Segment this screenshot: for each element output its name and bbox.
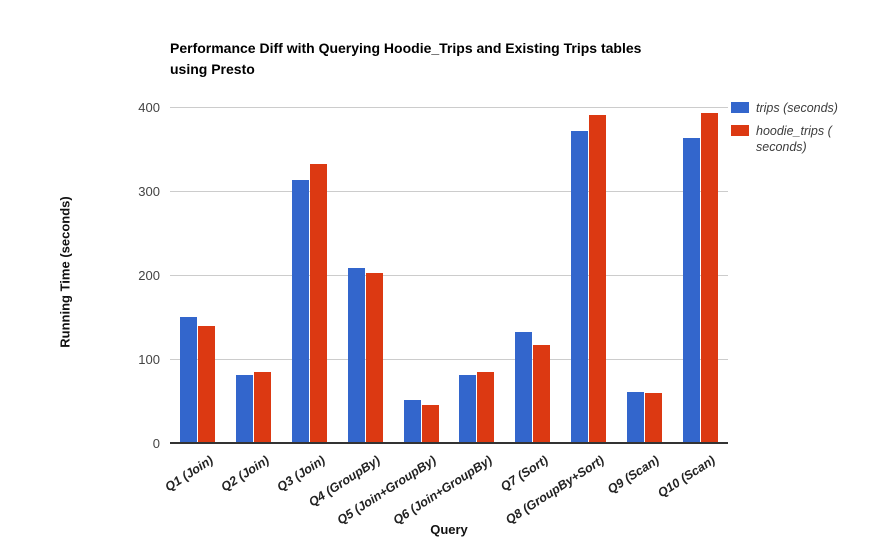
bar[interactable] — [180, 317, 198, 443]
chart-title-line: Performance Diff with Querying Hoodie_Tr… — [170, 40, 642, 56]
bar[interactable] — [310, 164, 327, 443]
legend-label: hoodie_trips (seconds) — [756, 124, 832, 154]
bar[interactable] — [477, 371, 495, 443]
legend-label: trips (seconds) — [756, 101, 838, 115]
legend-color-swatch — [731, 102, 749, 113]
y-tick-label: 100 — [138, 352, 160, 367]
bar[interactable] — [292, 180, 309, 443]
legend-item: hoodie_trips (seconds) — [731, 123, 881, 155]
bar[interactable] — [682, 138, 700, 443]
x-axis-line — [170, 442, 728, 444]
bar[interactable] — [365, 273, 383, 443]
y-tick-label: 200 — [138, 268, 160, 283]
x-axis-title: Query — [430, 522, 468, 537]
legend-item: trips (seconds) — [731, 100, 881, 116]
gridline — [170, 107, 728, 108]
gridline — [170, 275, 728, 276]
bar[interactable] — [571, 131, 588, 443]
bar[interactable] — [459, 374, 477, 443]
bar[interactable] — [254, 372, 272, 443]
y-tick-label: 400 — [138, 100, 160, 115]
legend: trips (seconds) hoodie_trips (seconds) — [731, 100, 881, 162]
gridline — [170, 191, 728, 192]
bar[interactable] — [626, 391, 644, 443]
legend-color-swatch — [731, 125, 749, 136]
bar[interactable] — [589, 115, 606, 443]
bar[interactable] — [700, 112, 718, 443]
bar[interactable] — [515, 332, 533, 443]
plot-area — [170, 107, 728, 444]
bar[interactable] — [644, 392, 662, 443]
bar[interactable] — [236, 374, 254, 443]
y-tick-label: 0 — [152, 436, 160, 451]
bar[interactable] — [347, 268, 365, 443]
chart-title-line: using Presto — [170, 61, 255, 77]
gridline — [170, 359, 728, 360]
chart-title: Performance Diff with Querying Hoodie_Tr… — [170, 38, 770, 80]
bar[interactable] — [403, 400, 421, 443]
bar[interactable] — [533, 344, 551, 443]
bar[interactable] — [198, 326, 216, 443]
y-tick-label: 300 — [138, 184, 160, 199]
bar[interactable] — [421, 405, 439, 443]
y-axis-title: Running Time (seconds) — [57, 196, 73, 348]
